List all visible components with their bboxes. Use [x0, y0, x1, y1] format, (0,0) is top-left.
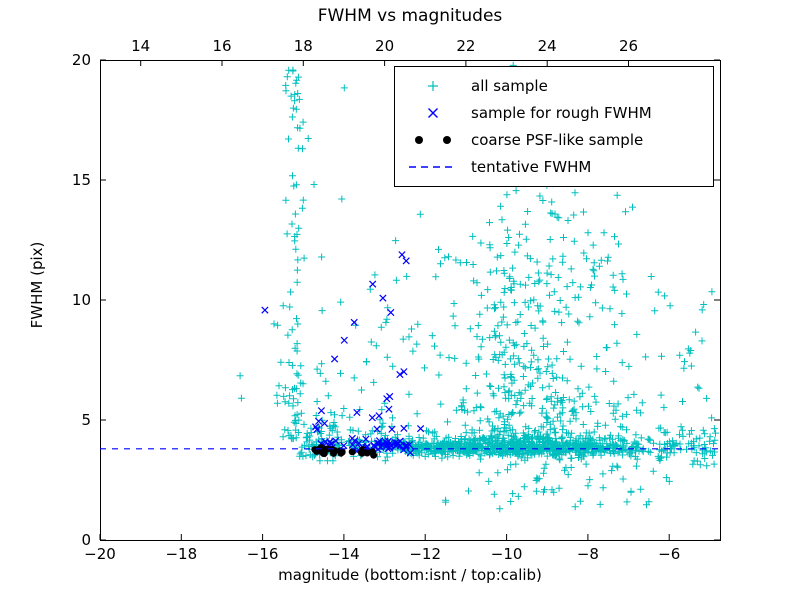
- legend-label: coarse PSF-like sample: [471, 131, 644, 149]
- top-tick-label: 22: [456, 37, 475, 55]
- top-tick-label: 24: [538, 37, 557, 55]
- top-tick-label: 18: [294, 37, 313, 55]
- x-tick-label: −16: [247, 545, 279, 563]
- legend-item: all sample: [405, 75, 705, 97]
- x-tick-label: −18: [165, 545, 197, 563]
- legend-label: tentative FWHM: [471, 158, 592, 176]
- legend-item: coarse PSF-like sample: [405, 129, 705, 151]
- legend-label: sample for rough FWHM: [471, 104, 652, 122]
- x-tick-label: −12: [409, 545, 441, 563]
- series-sample-for-rough-fwhm: [261, 251, 425, 457]
- x-marker-icon: [428, 108, 438, 118]
- x-tick-label: −6: [658, 545, 680, 563]
- chart-title: FWHM vs magnitudes: [317, 6, 503, 26]
- dot-marker-icon: [415, 136, 451, 144]
- x-axis-label: magnitude (bottom:isnt / top:calib): [278, 566, 542, 584]
- top-tick-label: 20: [375, 37, 394, 55]
- data-layer: [100, 61, 720, 513]
- x-tick-label: −10: [491, 545, 523, 563]
- top-tick-label: 14: [131, 37, 150, 55]
- y-axis-label: FWHM (pix): [28, 241, 46, 329]
- legend: all sample sample for rough FWHM coarse PS…: [394, 66, 714, 187]
- legend-label: all sample: [471, 77, 548, 95]
- y-tick-label: 15: [72, 171, 91, 189]
- series-coarse-psf-like-sample: [311, 444, 378, 459]
- legend-item: tentative FWHM: [405, 156, 705, 178]
- dashed-line-marker-icon: [409, 166, 457, 168]
- plus-marker-icon: [428, 81, 438, 91]
- top-tick-label: 26: [619, 37, 638, 55]
- x-tick-label: −8: [577, 545, 599, 563]
- top-tick-label: 16: [212, 37, 231, 55]
- x-tick-label: −14: [328, 545, 360, 563]
- y-tick-label: 10: [72, 291, 91, 309]
- y-tick-label: 0: [81, 531, 91, 549]
- y-tick-label: 20: [72, 51, 91, 69]
- legend-item: sample for rough FWHM: [405, 102, 705, 124]
- y-tick-label: 5: [81, 411, 91, 429]
- x-tick-label: −20: [84, 545, 116, 563]
